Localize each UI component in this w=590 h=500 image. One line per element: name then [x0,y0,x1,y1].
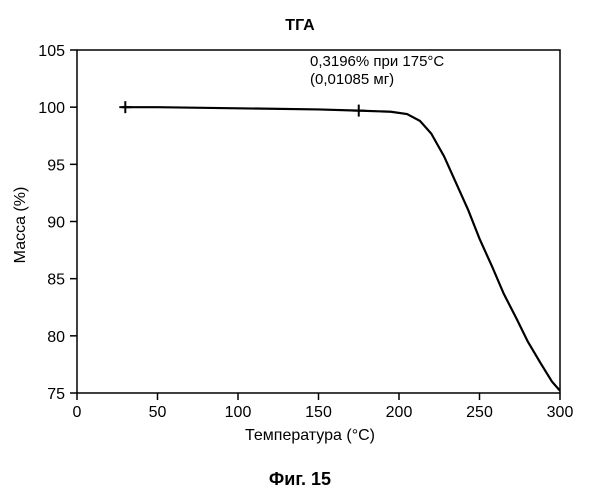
y-ticks: 75 80 85 90 95 100 105 [38,43,77,403]
figure-caption: Фиг. 15 [269,469,331,489]
x-axis-label: Температура (°С) [245,427,375,444]
y-tick-label: 100 [38,100,65,117]
x-tick-label: 200 [386,404,413,421]
x-tick-label: 300 [547,404,574,421]
x-tick-label: 50 [149,404,167,421]
x-tick-label: 250 [466,404,493,421]
y-tick-label: 105 [38,43,65,60]
x-tick-label: 150 [305,404,332,421]
x-tick-label: 100 [225,404,252,421]
x-tick-label: 0 [73,404,82,421]
y-tick-label: 85 [47,272,65,289]
x-ticks: 0 50 100 150 200 250 300 [73,393,574,421]
y-tick-label: 90 [47,215,65,232]
mass-curve [122,107,560,391]
y-tick-label: 95 [47,157,65,174]
y-tick-label: 75 [47,386,65,403]
plot-border [77,50,560,393]
annotation-line1: 0,3196% при 175°С [310,53,444,70]
y-tick-label: 80 [47,329,65,346]
tga-chart: ТГА 050100150200250300 7580859095100105 … [0,0,590,500]
y-axis-label: Масса (%) [12,187,29,264]
annotation-line2: (0,01085 мг) [310,71,394,88]
chart-title: ТГА [285,17,315,34]
chart-container: ТГА 050100150200250300 7580859095100105 … [0,0,590,500]
